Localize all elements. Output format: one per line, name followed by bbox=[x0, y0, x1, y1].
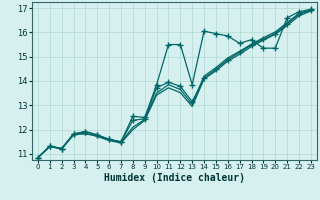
X-axis label: Humidex (Indice chaleur): Humidex (Indice chaleur) bbox=[104, 173, 245, 183]
